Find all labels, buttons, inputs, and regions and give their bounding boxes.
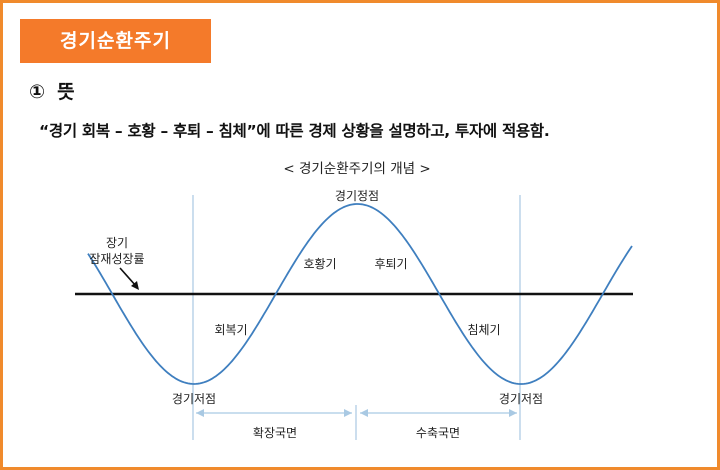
expansion-phase-label: 호황기 [303,257,336,271]
contraction-span-label: 수축국면 [416,426,460,440]
contraction-phase-label: 침체기 [467,323,500,337]
diagram-title: < 경기순환주기의 개념 > [283,161,430,177]
peak-label: 경기정점 [335,189,379,203]
recovery-phase-label: 회복기 [214,323,247,337]
trough-left-label: 경기저점 [172,392,216,406]
contraction-arrow-right-head [509,409,517,417]
business-cycle-curve [87,203,633,385]
section-number: ① [29,81,46,103]
title-badge: 경기순환주기 [20,19,211,63]
definition-text: “경기 회복 – 호황 – 후퇴 – 침체”에 따른 경제 상황을 설명하고, … [39,122,550,140]
recession-phase-label: 후퇴기 [374,257,407,271]
trough-right-label: 경기저점 [499,392,543,406]
trend-pointer-arrow [119,267,137,287]
trend-label-line2: 잠재성장률 [89,252,144,266]
contraction-arrow-left-head [360,409,368,417]
expansion-span-label: 확장국면 [253,426,297,440]
expansion-arrow-right-head [344,409,352,417]
trend-label-line1: 장기 [106,236,128,250]
trend-pointer-head [131,281,139,290]
expansion-arrow-left-head [196,409,204,417]
section-title: 뜻 [57,81,75,103]
